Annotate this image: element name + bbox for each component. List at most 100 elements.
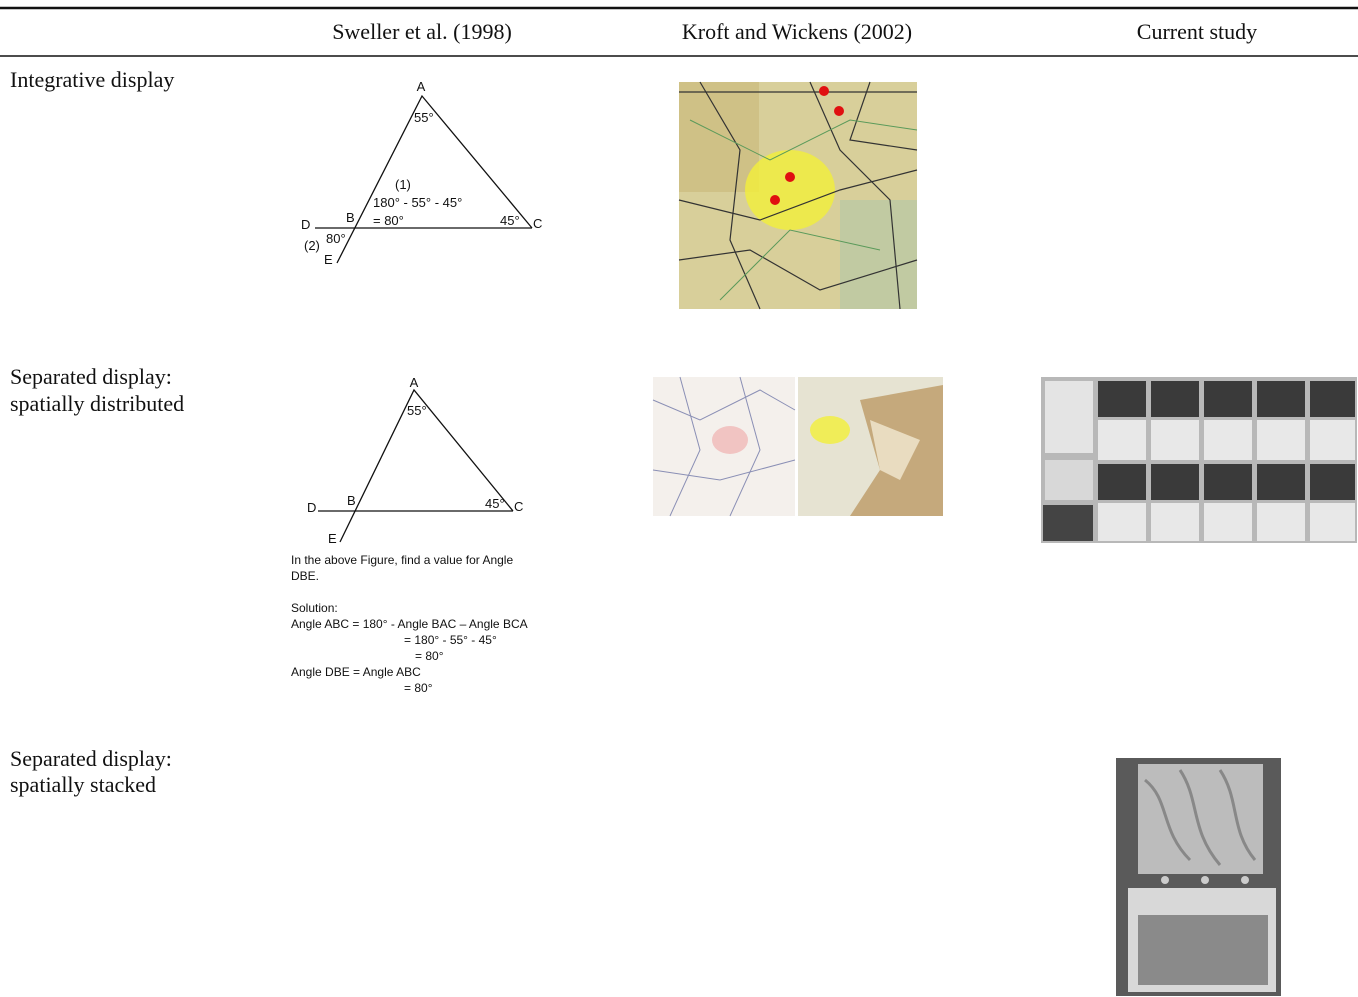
image-detail xyxy=(1098,503,1146,541)
map-terrain xyxy=(840,200,917,309)
map-marker xyxy=(819,86,829,96)
row-label: spatially distributed xyxy=(10,391,184,416)
map-city xyxy=(810,416,850,444)
map-city xyxy=(712,426,748,454)
photo-distributed xyxy=(1041,377,1357,543)
image-detail xyxy=(1310,420,1355,460)
row-label: Separated display: xyxy=(10,364,172,389)
caption-line: In the above Figure, find a value for An… xyxy=(291,553,513,567)
photo-sheet xyxy=(1045,460,1093,500)
caption-line: = 80° xyxy=(415,649,444,663)
label: = 80° xyxy=(373,213,404,228)
column-header: Sweller et al. (1998) xyxy=(332,19,512,44)
label: E xyxy=(324,252,333,267)
image-detail xyxy=(1204,381,1252,417)
image-detail xyxy=(678,249,918,291)
image-detail xyxy=(1151,464,1199,500)
caption-line: Angle DBE = Angle ABC xyxy=(291,665,421,679)
label: 55° xyxy=(414,110,434,125)
photo-page xyxy=(1138,764,1263,874)
label: C xyxy=(514,499,523,514)
label: B xyxy=(346,210,355,225)
map-marker xyxy=(834,106,844,116)
photo-panels xyxy=(1098,420,1355,541)
map-terrain xyxy=(679,82,759,192)
image-detail xyxy=(1204,420,1252,460)
image-detail xyxy=(1310,464,1355,500)
image-detail xyxy=(1204,503,1252,541)
image-detail xyxy=(678,169,918,221)
map-city xyxy=(745,150,835,230)
column-header: Current study xyxy=(1137,19,1257,44)
photo-texture xyxy=(1144,769,1257,866)
caption-line: = 180° - 55° - 45° xyxy=(404,633,497,647)
image-detail xyxy=(1151,503,1199,541)
image-detail xyxy=(1144,778,1192,862)
image-detail xyxy=(1241,876,1249,884)
map-image xyxy=(652,376,943,517)
image-detail xyxy=(719,229,881,301)
image-detail xyxy=(1161,876,1169,884)
image-detail xyxy=(669,376,701,517)
label: 45° xyxy=(500,213,520,228)
image-detail xyxy=(1151,381,1199,417)
image-detail xyxy=(849,81,918,151)
label: C xyxy=(533,216,542,231)
image-detail xyxy=(1201,876,1209,884)
image-detail xyxy=(1218,769,1257,861)
label: (1) xyxy=(395,177,411,192)
map-lines xyxy=(689,119,918,301)
image-detail xyxy=(809,81,901,310)
image-detail xyxy=(652,389,796,421)
label: E xyxy=(328,531,337,546)
integrative-diagram: A 55° (1) 180° - 55° - 45° = 80° D B 45°… xyxy=(301,79,542,267)
image-detail xyxy=(1098,381,1146,417)
caption-line: Angle ABC = 180° - Angle BAC – Angle BCA xyxy=(291,617,528,631)
label: 55° xyxy=(407,403,427,418)
map-marker xyxy=(770,195,780,205)
label: D xyxy=(307,500,316,515)
image-detail xyxy=(1310,503,1355,541)
photo-stacked xyxy=(1116,758,1281,996)
label: A xyxy=(417,79,426,94)
row-label: Separated display: xyxy=(10,746,172,771)
photo-sheet xyxy=(1043,505,1093,541)
photo-sheet xyxy=(1045,381,1093,453)
triangle-side xyxy=(339,388,514,543)
label: 80° xyxy=(326,231,346,246)
caption-line: DBE. xyxy=(291,569,319,583)
map-image xyxy=(678,81,918,310)
label: (2) xyxy=(304,238,320,253)
image-detail xyxy=(1257,464,1305,500)
image-detail xyxy=(1098,420,1146,460)
map-marker xyxy=(785,172,795,182)
label: D xyxy=(301,217,310,232)
photo-map xyxy=(1138,915,1268,985)
image-detail xyxy=(1098,464,1146,500)
image-detail xyxy=(652,459,796,481)
image-detail xyxy=(1204,464,1252,500)
label: 45° xyxy=(485,496,505,511)
column-header: Kroft and Wickens (2002) xyxy=(682,19,912,44)
map-terrain xyxy=(870,420,920,480)
image-detail xyxy=(729,376,761,517)
photo-panels xyxy=(1098,381,1355,500)
image-detail xyxy=(1310,381,1355,417)
map-lines xyxy=(652,376,796,517)
image-detail xyxy=(1151,420,1199,460)
image-detail xyxy=(1257,381,1305,417)
photo-rings xyxy=(1161,876,1249,884)
label: A xyxy=(410,375,419,390)
label: B xyxy=(347,493,356,508)
triangle-side xyxy=(336,94,533,264)
image-detail xyxy=(689,119,918,161)
caption-line: Solution: xyxy=(291,601,338,615)
row-label: Integrative display xyxy=(10,67,174,92)
image-detail xyxy=(1257,503,1305,541)
row-label: spatially stacked xyxy=(10,772,156,797)
image-detail xyxy=(1257,420,1305,460)
label: 180° - 55° - 45° xyxy=(373,195,462,210)
caption-line: = 80° xyxy=(404,681,433,695)
